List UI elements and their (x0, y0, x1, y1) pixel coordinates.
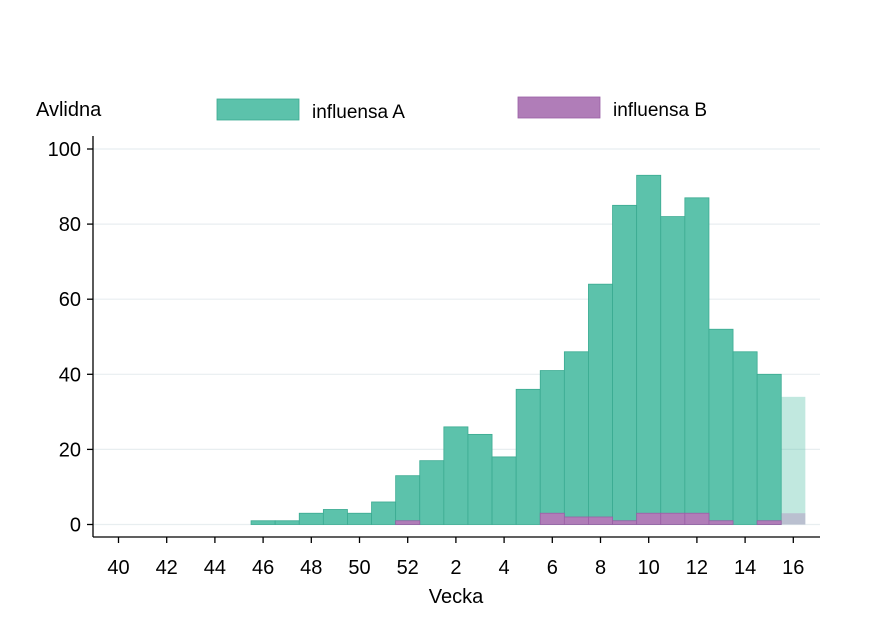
bar-influensa-b-week-7 (563, 516, 589, 525)
bar-influensa-b-week-52 (395, 520, 421, 525)
x-tick-label-50: 50 (348, 557, 370, 579)
x-tick-label-52: 52 (397, 557, 419, 579)
legend-swatch-influensa-b (517, 96, 601, 119)
bar-influensa-a-week-47 (274, 520, 300, 525)
x-tick-label-16: 16 (782, 557, 804, 579)
bar-influensa-a-week-1 (419, 460, 445, 525)
bar-influensa-a-week-7 (563, 351, 589, 525)
x-tick-label-48: 48 (300, 557, 322, 579)
bar-influensa-a-week-46 (250, 520, 276, 525)
bar-influensa-a-week-4 (491, 456, 517, 525)
bar-influensa-b-week-8 (588, 516, 613, 525)
series-influensa-a (250, 174, 806, 525)
bar-influensa-a-week-14 (732, 351, 758, 525)
x-tick-label-14: 14 (734, 557, 756, 579)
bar-influensa-a-week-15 (756, 373, 782, 525)
bar-influensa-a-week-16 (781, 396, 806, 525)
bar-influensa-a-week-12 (684, 197, 710, 525)
bar-influensa-a-week-51 (371, 501, 397, 525)
bar-influensa-b-week-16 (781, 513, 806, 525)
bar-influensa-a-week-50 (347, 512, 372, 525)
x-tick-label-44: 44 (204, 557, 226, 579)
y-tick-label-80: 80 (59, 214, 81, 236)
bar-influensa-a-week-9 (612, 204, 638, 525)
legend-swatch-influensa-a (216, 98, 300, 121)
bar-influensa-a-week-5 (515, 388, 541, 525)
bar-influensa-b-week-12 (684, 512, 710, 525)
bar-influensa-a-week-11 (660, 216, 686, 525)
bar-influensa-a-week-52 (395, 475, 421, 525)
x-tick-label-12: 12 (686, 557, 708, 579)
bar-influensa-b-week-9 (612, 520, 638, 525)
bar-influensa-a-week-2 (443, 426, 469, 525)
x-tick-label-10: 10 (638, 557, 660, 579)
bar-influensa-b-week-6 (539, 512, 565, 525)
series-influensa-b (395, 512, 806, 525)
x-tick-label-42: 42 (156, 557, 178, 579)
y-tick-label-20: 20 (59, 439, 81, 461)
bar-influensa-a-week-48 (298, 512, 324, 525)
x-tick-label-46: 46 (252, 557, 274, 579)
x-ticks: 40 42 44 46 48 50 52 2 4 6 8 10 12 14 16 (107, 537, 804, 579)
y-ticks: 0 20 40 60 80 100 (48, 139, 93, 537)
bar-influensa-a-week-8 (588, 283, 613, 525)
x-tick-label-2: 2 (450, 557, 461, 579)
y-axis-title: Avlidna (36, 99, 102, 121)
x-tick-label-40: 40 (107, 557, 129, 579)
bar-influensa-a-week-6 (539, 370, 565, 525)
x-axis-title: Vecka (429, 586, 484, 608)
bar-influensa-b-week-10 (636, 512, 662, 525)
bar-influensa-b-week-15 (756, 520, 782, 525)
bar-influensa-b-week-13 (708, 520, 734, 525)
y-tick-label-0: 0 (70, 515, 81, 537)
legend-label-influensa-a: influensa A (312, 102, 405, 123)
bar-influensa-b-week-11 (660, 512, 686, 525)
bar-influensa-a-week-13 (708, 328, 734, 525)
y-tick-label-100: 100 (48, 139, 81, 161)
bar-influensa-a-week-10 (636, 174, 662, 525)
x-tick-label-6: 6 (547, 557, 558, 579)
x-tick-label-4: 4 (499, 557, 510, 579)
legend-label-influensa-b: influensa B (613, 100, 707, 121)
bar-influensa-a-week-49 (322, 509, 348, 525)
y-tick-label-60: 60 (59, 289, 81, 311)
y-tick-label-40: 40 (59, 364, 81, 386)
legend: influensa A influensa B (216, 96, 707, 123)
x-tick-label-8: 8 (595, 557, 606, 579)
bar-influensa-a-week-3 (467, 433, 493, 525)
